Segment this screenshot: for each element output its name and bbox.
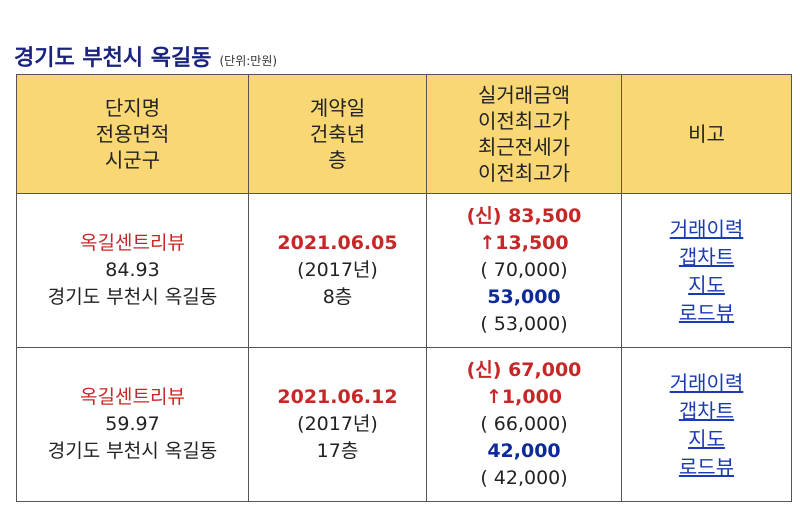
trade-price: (신) 83,500 [466,205,582,227]
jeonse-prev-high: ( 42,000) [480,467,568,489]
complex-cell: 옥길센트리뷰 59.97 경기도 부천시 옥길동 [16,347,249,502]
header-contract: 계약일 건축년 층 [248,74,427,194]
header-complex-name: 단지명 [104,96,161,120]
contract-cell: 2021.06.12 (2017년) 17층 [248,347,427,502]
header-floor: 층 [328,148,347,172]
header-note: 비고 [621,74,792,194]
header-trade-price: 실거래금액 [478,83,570,107]
map-link[interactable]: 지도 [688,426,725,451]
built-year: (2017년) [297,259,378,281]
floor-value: 8층 [322,286,353,308]
complex-name: 옥길센트리뷰 [80,232,185,254]
header-region: 시군구 [104,148,161,172]
road-view-link[interactable]: 로드뷰 [678,300,735,325]
header-price: 실거래금액 이전최고가 최근전세가 이전최고가 [426,74,622,194]
gap-chart-link[interactable]: 갭차트 [678,244,735,269]
contract-date: 2021.06.12 [277,386,398,408]
jeonse-price: 53,000 [487,286,561,308]
note-cell: 거래이력 갭차트 지도 로드뷰 [621,347,792,502]
jeonse-price: 42,000 [487,440,561,462]
header-date: 계약일 [309,96,366,120]
trade-table: 단지명 전용면적 시군구 계약일 건축년 층 실거래금액 이전최고가 최근전세가… [16,74,792,502]
table-row: 옥길센트리뷰 59.97 경기도 부천시 옥길동 2021.06.12 (201… [16,347,792,502]
contract-date: 2021.06.05 [277,232,398,254]
area-value: 59.97 [105,413,160,435]
table-row: 옥길센트리뷰 84.93 경기도 부천시 옥길동 2021.06.05 (201… [16,193,792,348]
prev-high-price: ( 70,000) [480,259,568,281]
header-complex: 단지명 전용면적 시군구 [16,74,249,194]
prev-high-price: ( 66,000) [480,413,568,435]
header-built: 건축년 [309,122,366,146]
price-cell: (신) 67,000 ↑1,000 ( 66,000) 42,000 ( 42,… [426,347,622,502]
page-title: 경기도 부천시 옥길동 [14,46,212,71]
price-increase: ↑1,000 [485,386,563,408]
header-area: 전용면적 [95,122,170,146]
complex-cell: 옥길센트리뷰 84.93 경기도 부천시 옥길동 [16,193,249,348]
unit-label: (단위:만원) [219,54,278,68]
jeonse-prev-high: ( 53,000) [480,313,568,335]
header-note-label: 비고 [688,122,725,146]
floor-value: 17층 [316,440,359,462]
history-link[interactable]: 거래이력 [669,216,744,241]
header-row: 단지명 전용면적 시군구 계약일 건축년 층 실거래금액 이전최고가 최근전세가… [16,74,792,194]
price-cell: (신) 83,500 ↑13,500 ( 70,000) 53,000 ( 53… [426,193,622,348]
built-year: (2017년) [297,413,378,435]
note-cell: 거래이력 갭차트 지도 로드뷰 [621,193,792,348]
map-link[interactable]: 지도 [688,272,725,297]
area-value: 84.93 [105,259,160,281]
region-value: 경기도 부천시 옥길동 [47,286,218,308]
price-increase: ↑13,500 [479,232,569,254]
history-link[interactable]: 거래이력 [669,370,744,395]
road-view-link[interactable]: 로드뷰 [678,454,735,479]
header-jeonse: 최근전세가 [478,135,570,159]
gap-chart-link[interactable]: 갭차트 [678,398,735,423]
title-row: 경기도 부천시 옥길동 (단위:만원) [14,40,277,72]
trade-price: (신) 67,000 [466,359,582,381]
header-jeonse-prev-high: 이전최고가 [478,161,570,185]
header-prev-high: 이전최고가 [478,109,570,133]
region-value: 경기도 부천시 옥길동 [47,440,218,462]
complex-name: 옥길센트리뷰 [80,386,185,408]
contract-cell: 2021.06.05 (2017년) 8층 [248,193,427,348]
